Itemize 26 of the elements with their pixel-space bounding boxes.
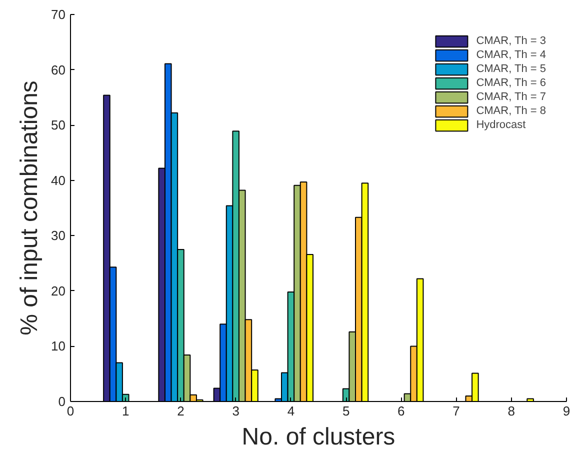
x-tick-label: 4	[287, 404, 295, 418]
legend-label: CMAR, Th = 6	[476, 76, 546, 90]
x-tick-label: 8	[508, 404, 516, 418]
x-tick-label: 9	[562, 404, 570, 418]
legend-label: CMAR, Th = 7	[476, 90, 546, 104]
y-tick-label: 10	[51, 338, 66, 354]
legend-label: Hydrocast	[476, 118, 526, 132]
y-tick-label: 30	[51, 228, 66, 244]
legend-label: CMAR, Th = 4	[476, 48, 546, 62]
y-tick-label: 50	[51, 118, 66, 133]
legend-label: CMAR, Th = 3	[476, 34, 546, 48]
x-tick-label: 5	[342, 404, 350, 418]
y-tick-label: 70	[51, 7, 66, 22]
x-axis-title: No. of clusters	[242, 424, 396, 450]
x-tick-label: 1	[122, 404, 130, 418]
x-tick-label: 7	[452, 404, 460, 418]
x-tick-label: 3	[232, 404, 240, 418]
x-tick-label: 6	[398, 404, 405, 418]
y-tick-label: 40	[51, 172, 66, 188]
y-tick-label: 0	[58, 394, 66, 409]
y-tick-label: 20	[51, 283, 66, 298]
legend-label: CMAR, Th = 5	[476, 62, 546, 76]
x-tick-label: 2	[177, 404, 184, 418]
legend-label: CMAR, Th = 8	[476, 104, 546, 118]
y-tick-label: 60	[51, 62, 66, 78]
y-axis-title: % of input combinations	[16, 80, 44, 336]
